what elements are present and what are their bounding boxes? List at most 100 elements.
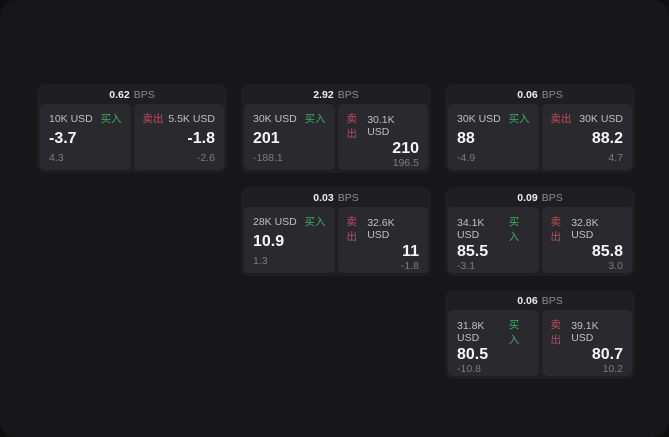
sell-sub-value: 196.5 bbox=[392, 157, 419, 169]
buy-price: -3.7 bbox=[49, 130, 77, 147]
quote-panels: 10K USD 买入 -3.7 4.3 卖出 5.5K USD -1.8 -2.… bbox=[40, 104, 224, 170]
quote-card: 2.92 BPS 30K USD 买入 201 -188.1 卖出 30.1K … bbox=[241, 84, 431, 173]
buy-amount: 30K USD bbox=[457, 112, 501, 125]
sell-top-line: 卖出 32.8K USD bbox=[551, 214, 624, 244]
spread-unit: BPS bbox=[541, 89, 563, 101]
quote-panels: 31.8K USD 买入 80.5 -10.8 卖出 39.1K USD 80.… bbox=[448, 310, 632, 376]
buy-amount: 31.8K USD bbox=[457, 320, 485, 344]
buy-panel[interactable]: 30K USD 买入 88 -4.9 bbox=[448, 104, 539, 170]
quote-panels: 34.1K USD 买入 85.5 -3.1 卖出 32.8K USD 85.8… bbox=[448, 207, 632, 273]
quote-panels: 30K USD 买入 88 -4.9 卖出 30K USD 88.2 4.7 bbox=[448, 104, 632, 170]
spread-header: 0.09 BPS bbox=[448, 190, 632, 207]
sell-price: 80.7 bbox=[591, 346, 623, 363]
sell-price: -1.8 bbox=[187, 130, 215, 147]
buy-sub-value: -10.8 bbox=[457, 363, 481, 375]
buy-panel[interactable]: 34.1K USD 买入 85.5 -3.1 bbox=[448, 207, 539, 273]
buy-panel[interactable]: 10K USD 买入 -3.7 4.3 bbox=[40, 104, 131, 170]
buy-top-line: 10K USD 买入 bbox=[49, 111, 122, 126]
buy-button[interactable]: 买入 bbox=[508, 216, 520, 243]
sell-top-line: 卖出 5.5K USD bbox=[143, 111, 216, 126]
spread-header: 0.06 BPS bbox=[448, 293, 632, 310]
sell-button[interactable]: 卖出 bbox=[550, 113, 572, 125]
buy-amount: 10K USD bbox=[49, 112, 93, 125]
sell-amount: 5.5K USD bbox=[168, 112, 215, 125]
buy-amount: 34.1K USD bbox=[457, 217, 485, 241]
sell-top-line: 卖出 32.6K USD bbox=[347, 214, 420, 244]
sell-price: 85.8 bbox=[591, 243, 623, 260]
buy-sub-value: 1.3 bbox=[253, 255, 268, 267]
sell-top-line: 卖出 39.1K USD bbox=[551, 317, 624, 347]
sell-price: 11 bbox=[402, 243, 419, 260]
buy-button[interactable]: 买入 bbox=[508, 319, 520, 346]
sell-price: 88.2 bbox=[591, 130, 623, 147]
quote-panels: 30K USD 买入 201 -188.1 卖出 30.1K USD 210 1… bbox=[244, 104, 428, 170]
buy-button[interactable]: 买入 bbox=[508, 113, 530, 125]
spread-unit: BPS bbox=[337, 89, 359, 101]
buy-top-line: 34.1K USD 买入 bbox=[457, 214, 530, 244]
sell-amount: 32.8K USD bbox=[571, 217, 599, 241]
spread-header: 0.03 BPS bbox=[244, 190, 428, 207]
quote-card: 0.06 BPS 30K USD 买入 88 -4.9 卖出 30K USD 8… bbox=[445, 84, 635, 173]
sell-sub-value: 3.0 bbox=[608, 260, 623, 272]
sell-button[interactable]: 卖出 bbox=[346, 113, 358, 140]
buy-panel[interactable]: 31.8K USD 买入 80.5 -10.8 bbox=[448, 310, 539, 376]
quote-panels: 28K USD 买入 10.9 1.3 卖出 32.6K USD 11 -1.8 bbox=[244, 207, 428, 273]
buy-sub-value: 4.3 bbox=[49, 152, 64, 164]
quote-card: 0.09 BPS 34.1K USD 买入 85.5 -3.1 卖出 32.8K… bbox=[445, 187, 635, 276]
buy-sub-value: -4.9 bbox=[457, 152, 476, 164]
spread-value: 0.06 bbox=[517, 89, 538, 101]
buy-top-line: 30K USD 买入 bbox=[253, 111, 326, 126]
sell-panel[interactable]: 卖出 30K USD 88.2 4.7 bbox=[541, 104, 632, 170]
sell-sub-value: -1.8 bbox=[400, 260, 419, 272]
spread-value: 0.06 bbox=[517, 295, 538, 307]
sell-sub-value: 4.7 bbox=[608, 152, 623, 164]
buy-price: 201 bbox=[253, 130, 280, 147]
buy-price: 85.5 bbox=[457, 243, 489, 260]
quote-card: 0.03 BPS 28K USD 买入 10.9 1.3 卖出 32.6K US… bbox=[241, 187, 431, 276]
sell-panel[interactable]: 卖出 32.6K USD 11 -1.8 bbox=[337, 207, 428, 273]
sell-panel[interactable]: 卖出 39.1K USD 80.7 10.2 bbox=[541, 310, 632, 376]
buy-sub-value: -3.1 bbox=[457, 260, 476, 272]
sell-top-line: 卖出 30K USD bbox=[551, 111, 624, 126]
buy-amount: 28K USD bbox=[253, 215, 297, 228]
sell-panel[interactable]: 卖出 30.1K USD 210 196.5 bbox=[337, 104, 428, 170]
buy-button[interactable]: 买入 bbox=[100, 113, 122, 125]
sell-sub-value: -2.6 bbox=[196, 152, 215, 164]
buy-price: 88 bbox=[457, 130, 475, 147]
quote-grid: 0.62 BPS 10K USD 买入 -3.7 4.3 卖出 5.5K USD… bbox=[37, 84, 635, 379]
sell-amount: 32.6K USD bbox=[367, 217, 395, 241]
sell-button[interactable]: 卖出 bbox=[346, 216, 358, 243]
buy-top-line: 28K USD 买入 bbox=[253, 214, 326, 229]
spread-header: 2.92 BPS bbox=[244, 87, 428, 104]
buy-price: 10.9 bbox=[253, 233, 285, 250]
sell-panel[interactable]: 卖出 5.5K USD -1.8 -2.6 bbox=[133, 104, 224, 170]
buy-panel[interactable]: 30K USD 买入 201 -188.1 bbox=[244, 104, 335, 170]
buy-button[interactable]: 买入 bbox=[304, 216, 326, 228]
quote-card: 0.06 BPS 31.8K USD 买入 80.5 -10.8 卖出 39.1… bbox=[445, 290, 635, 379]
spread-unit: BPS bbox=[133, 89, 155, 101]
sell-sub-value: 10.2 bbox=[602, 363, 623, 375]
sell-amount: 30.1K USD bbox=[367, 114, 395, 138]
spread-value: 0.62 bbox=[109, 89, 130, 101]
spread-header: 0.62 BPS bbox=[40, 87, 224, 104]
quote-card: 0.62 BPS 10K USD 买入 -3.7 4.3 卖出 5.5K USD… bbox=[37, 84, 227, 173]
buy-panel[interactable]: 28K USD 买入 10.9 1.3 bbox=[244, 207, 335, 273]
sell-amount: 30K USD bbox=[579, 112, 623, 125]
spread-unit: BPS bbox=[541, 192, 563, 204]
buy-top-line: 31.8K USD 买入 bbox=[457, 317, 530, 347]
sell-button[interactable]: 卖出 bbox=[550, 216, 562, 243]
spread-header: 0.06 BPS bbox=[448, 87, 632, 104]
sell-button[interactable]: 卖出 bbox=[550, 319, 562, 346]
spread-value: 2.92 bbox=[313, 89, 334, 101]
buy-button[interactable]: 买入 bbox=[304, 113, 326, 125]
sell-button[interactable]: 卖出 bbox=[142, 113, 164, 125]
sell-top-line: 卖出 30.1K USD bbox=[347, 111, 420, 141]
sell-panel[interactable]: 卖出 32.8K USD 85.8 3.0 bbox=[541, 207, 632, 273]
sell-amount: 39.1K USD bbox=[571, 320, 599, 344]
spread-unit: BPS bbox=[337, 192, 359, 204]
sell-price: 210 bbox=[392, 140, 419, 157]
buy-sub-value: -188.1 bbox=[253, 152, 283, 164]
buy-amount: 30K USD bbox=[253, 112, 297, 125]
buy-top-line: 30K USD 买入 bbox=[457, 111, 530, 126]
